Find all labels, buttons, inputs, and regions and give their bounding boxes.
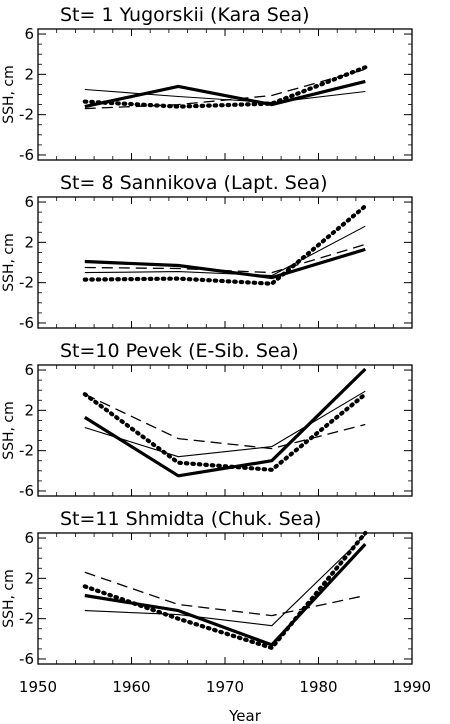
series-line-thick-solid	[84, 79, 366, 109]
x-tick-label: 1990	[393, 678, 431, 696]
y-tick-label: 2	[24, 569, 34, 587]
series-line-dotted	[82, 204, 368, 286]
series-line-dotted	[82, 65, 368, 109]
x-tick-label: 1970	[206, 678, 244, 696]
y-tick-label: 6	[24, 361, 34, 379]
series-line-thick-solid	[84, 543, 367, 647]
series-line-thin-solid	[84, 534, 366, 627]
y-tick-label: -2	[19, 274, 34, 292]
y-axis-label: SSH, cm	[1, 569, 17, 628]
x-tick-label: 1950	[19, 678, 57, 696]
x-tick-label: 1980	[299, 678, 337, 696]
y-axis-label: SSH, cm	[1, 65, 17, 124]
series-line-dashed	[84, 571, 366, 617]
panel-title: St=11 Shmidta (Chuk. Sea)	[60, 508, 321, 530]
y-tick-label: 6	[24, 529, 34, 547]
y-tick-label: -6	[19, 146, 34, 164]
panel-3: St=10 Pevek (E-Sib. Sea) 6 2 -2 -6 SSH, cm	[1, 340, 413, 500]
y-tick-label: -2	[19, 610, 34, 628]
series-line-dashed	[84, 393, 366, 450]
series-line-dotted	[82, 530, 368, 651]
x-axis: 1950 1960 1970 1980 1990	[19, 678, 431, 696]
panel-2: St= 8 Sannikova (Lapt. Sea) 6 2 -2 -6 SSH, cm	[1, 172, 413, 332]
panel-4: St=11 Shmidta (Chuk. Sea) 6 2 -2 -6 SSH, cm	[1, 508, 413, 668]
series-line-thin-solid	[84, 225, 366, 277]
series-line-dashed	[84, 243, 366, 274]
y-axis-label: SSH, cm	[1, 233, 17, 292]
panel-title: St= 1 Yugorskii (Kara Sea)	[60, 4, 310, 26]
panel-1: St= 1 Yugorskii (Kara Sea) 6 2 -2 -6 SSH, cm	[1, 4, 413, 164]
x-tick-label: 1960	[112, 678, 150, 696]
y-tick-label: 6	[24, 193, 34, 211]
series-line-thick-solid	[84, 247, 366, 280]
y-tick-label: 6	[24, 25, 34, 43]
y-tick-label: 2	[24, 65, 34, 83]
y-tick-label: -6	[19, 650, 34, 668]
panel-title: St=10 Pevek (E-Sib. Sea)	[60, 340, 299, 362]
y-axis-label: SSH, cm	[1, 401, 17, 460]
y-tick-label: 2	[24, 401, 34, 419]
panel-title: St= 8 Sannikova (Lapt. Sea)	[60, 172, 328, 194]
y-tick-label: -2	[19, 442, 34, 460]
y-tick-label: -6	[19, 314, 34, 332]
series-line-thick-solid	[83, 367, 367, 478]
y-tick-label: 2	[24, 233, 34, 251]
y-tick-label: -2	[19, 106, 34, 124]
y-tick-label: -6	[19, 482, 34, 500]
series-line-dashed	[84, 68, 366, 110]
series-line-dotted	[82, 392, 368, 472]
series-line-thin-solid	[84, 390, 366, 458]
x-axis-label: Year	[228, 707, 262, 724]
